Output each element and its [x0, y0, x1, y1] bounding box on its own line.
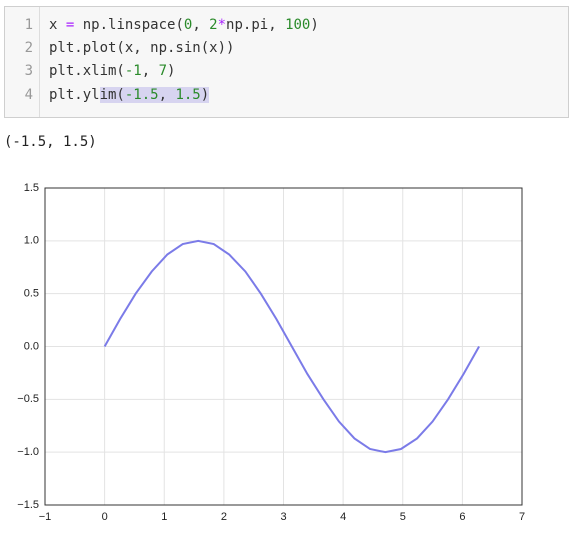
line-number: 3	[24, 63, 33, 79]
y-tick-label: 0.5	[24, 288, 39, 300]
line-number: 1	[24, 17, 33, 33]
output-text: (-1.5, 1.5)	[4, 134, 97, 150]
x-tick-label: 2	[221, 511, 227, 523]
code-token: 0	[183, 17, 193, 33]
x-tick-label: 6	[459, 511, 465, 523]
code-token: np.linspace(	[74, 17, 184, 33]
code-cell[interactable]: 1 2 3 4 x = np.linspace(0, 2*np.pi, 100)…	[4, 6, 569, 118]
code-token: )	[200, 87, 210, 103]
code-token: =	[65, 17, 75, 33]
code-line: x = np.linspace(0, 2*np.pi, 100)	[49, 17, 319, 33]
line-number: 2	[24, 40, 33, 56]
gutter	[39, 7, 40, 117]
chart: −1.5 −1.0 −0.5 0.0 0.5 1.0 1.5 −1 0 1 2 3 4 5 6 7	[17, 182, 525, 523]
code-line: plt.plot(x, np.sin(x))	[49, 40, 234, 56]
code-token: im(	[99, 87, 125, 103]
code-token: ,	[158, 87, 176, 103]
code-token: )	[167, 63, 176, 79]
x-tick-label: 1	[161, 511, 167, 523]
code-token: 100	[285, 17, 311, 33]
y-tick-label: 0.0	[24, 340, 39, 352]
code-line: plt.xlim(-1, 7)	[49, 63, 175, 79]
code-token: -1	[124, 63, 142, 79]
y-tick-label: −1.5	[17, 499, 39, 511]
y-tick-label: −1.0	[17, 446, 39, 458]
code-token: ,	[192, 17, 210, 33]
code-token: 7	[158, 63, 168, 79]
plot-frame	[44, 187, 523, 506]
code-token: np.pi,	[226, 17, 286, 33]
code-token: x	[49, 17, 66, 33]
y-tick-label: −0.5	[17, 393, 39, 405]
code-token: *	[217, 17, 227, 33]
line-number: 4	[24, 87, 33, 103]
x-tick-label: −1	[39, 511, 52, 523]
line-series	[103, 239, 480, 454]
code-token: 1.5	[175, 87, 201, 103]
x-tick-label: 4	[340, 511, 346, 523]
code-token: plt.plot(x, np.sin(x))	[49, 40, 235, 56]
code-line: plt.ylim(-1.5, 1.5)	[49, 87, 210, 103]
code-token: -1.5	[124, 87, 159, 103]
x-tick-label: 0	[102, 511, 108, 523]
code-token: ,	[141, 63, 159, 79]
x-tick-label: 3	[280, 511, 286, 523]
code-token: plt.yl	[49, 87, 100, 103]
code-token: )	[310, 17, 319, 33]
y-tick-label: 1.5	[24, 182, 39, 194]
y-tick-label: 1.0	[24, 235, 39, 247]
x-tick-label: 7	[519, 511, 525, 523]
x-tick-label: 5	[400, 511, 406, 523]
code-token: 2	[209, 17, 218, 33]
code-token: plt.xlim(	[49, 63, 125, 79]
